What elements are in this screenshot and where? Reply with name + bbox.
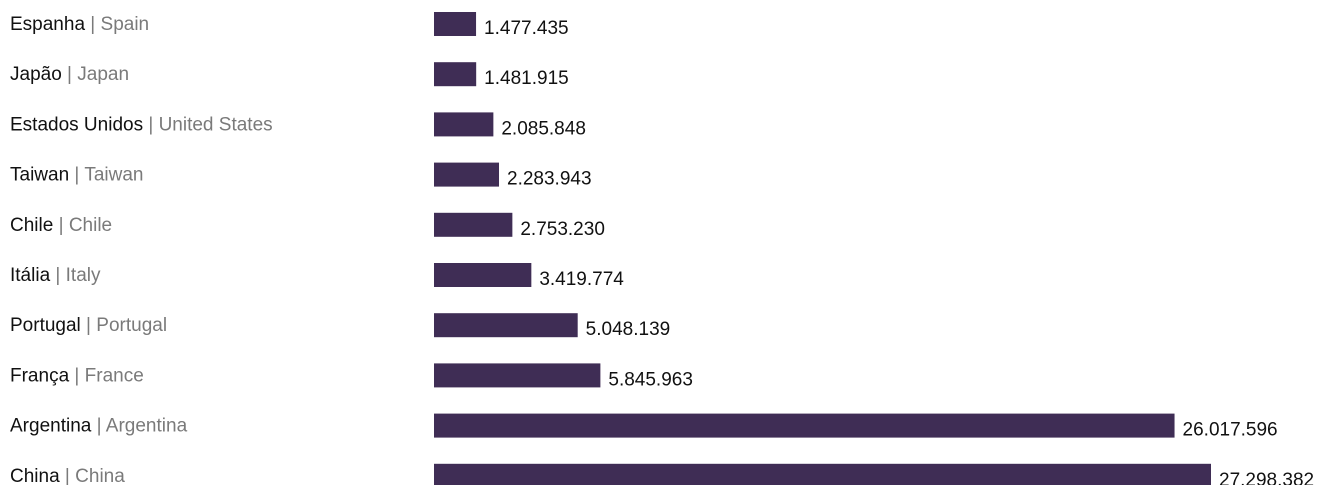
category-label-separator: |: [81, 315, 97, 336]
category-label-separator: |: [60, 466, 76, 485]
category-label-secondary: Chile: [69, 215, 112, 236]
category-label-secondary: Japan: [77, 64, 129, 85]
category-label: Itália | Italy: [10, 265, 101, 286]
category-label-primary: Estados Unidos: [10, 114, 143, 135]
category-label-secondary: Argentina: [106, 416, 188, 437]
bar: [434, 463, 1211, 485]
category-label-separator: |: [69, 165, 84, 186]
bar: [434, 162, 500, 187]
bar-value-label: 2.753.230: [520, 219, 605, 240]
bar: [434, 263, 532, 287]
category-label-primary: Argentina: [10, 416, 92, 437]
category-label-separator: |: [69, 365, 85, 386]
bar: [434, 212, 513, 237]
category-label-primary: Chile: [10, 215, 53, 236]
category-label-separator: |: [85, 14, 101, 35]
category-label: Chile | Chile: [10, 215, 112, 236]
category-label-secondary: United States: [159, 114, 273, 135]
category-label-secondary: France: [85, 365, 144, 386]
category-label: Portugal | Portugal: [10, 315, 167, 336]
category-label: Argentina | Argentina: [10, 416, 188, 437]
category-label-secondary: Portugal: [96, 315, 167, 336]
category-label-primary: Japão: [10, 64, 62, 85]
bar-value-label: 5.048.139: [586, 319, 671, 340]
bar-value-label: 2.283.943: [507, 169, 592, 190]
category-label: China | China: [10, 466, 125, 485]
category-label-primary: Taiwan: [10, 165, 69, 186]
bar: [434, 313, 578, 338]
bar-value-label: 26.017.596: [1183, 420, 1278, 441]
category-label-separator: |: [91, 416, 105, 437]
bar: [434, 12, 477, 36]
bar-value-label: 3.419.774: [539, 269, 624, 290]
category-label: França | France: [10, 365, 144, 386]
category-label-separator: |: [50, 265, 66, 286]
category-label: Espanha | Spain: [10, 14, 149, 35]
category-label: Estados Unidos | United States: [10, 114, 273, 135]
bar: [434, 62, 477, 87]
bar-value-label: 5.845.963: [608, 369, 693, 390]
bar: [434, 112, 494, 137]
category-label: Japão | Japan: [10, 64, 129, 85]
category-label-primary: China: [10, 466, 60, 485]
category-label-primary: Itália: [10, 265, 51, 286]
bar-value-label: 27.298.382: [1219, 470, 1314, 485]
bar: [434, 363, 601, 388]
bar-value-label: 1.477.435: [484, 18, 569, 39]
bar-value-label: 1.481.915: [484, 68, 569, 89]
category-label-separator: |: [62, 64, 78, 85]
category-label-secondary: Taiwan: [84, 165, 143, 186]
category-label: Taiwan | Taiwan: [10, 165, 143, 186]
category-label-secondary: Italy: [66, 265, 101, 286]
bar: [434, 413, 1175, 438]
category-label-separator: |: [53, 215, 69, 236]
category-label-primary: França: [10, 365, 70, 386]
category-label-primary: Portugal: [10, 315, 81, 336]
category-label-secondary: China: [75, 466, 125, 485]
bar-value-label: 2.085.848: [501, 118, 586, 139]
category-label-separator: |: [143, 114, 159, 135]
category-label-secondary: Spain: [101, 14, 150, 35]
category-label-primary: Espanha: [10, 14, 85, 35]
